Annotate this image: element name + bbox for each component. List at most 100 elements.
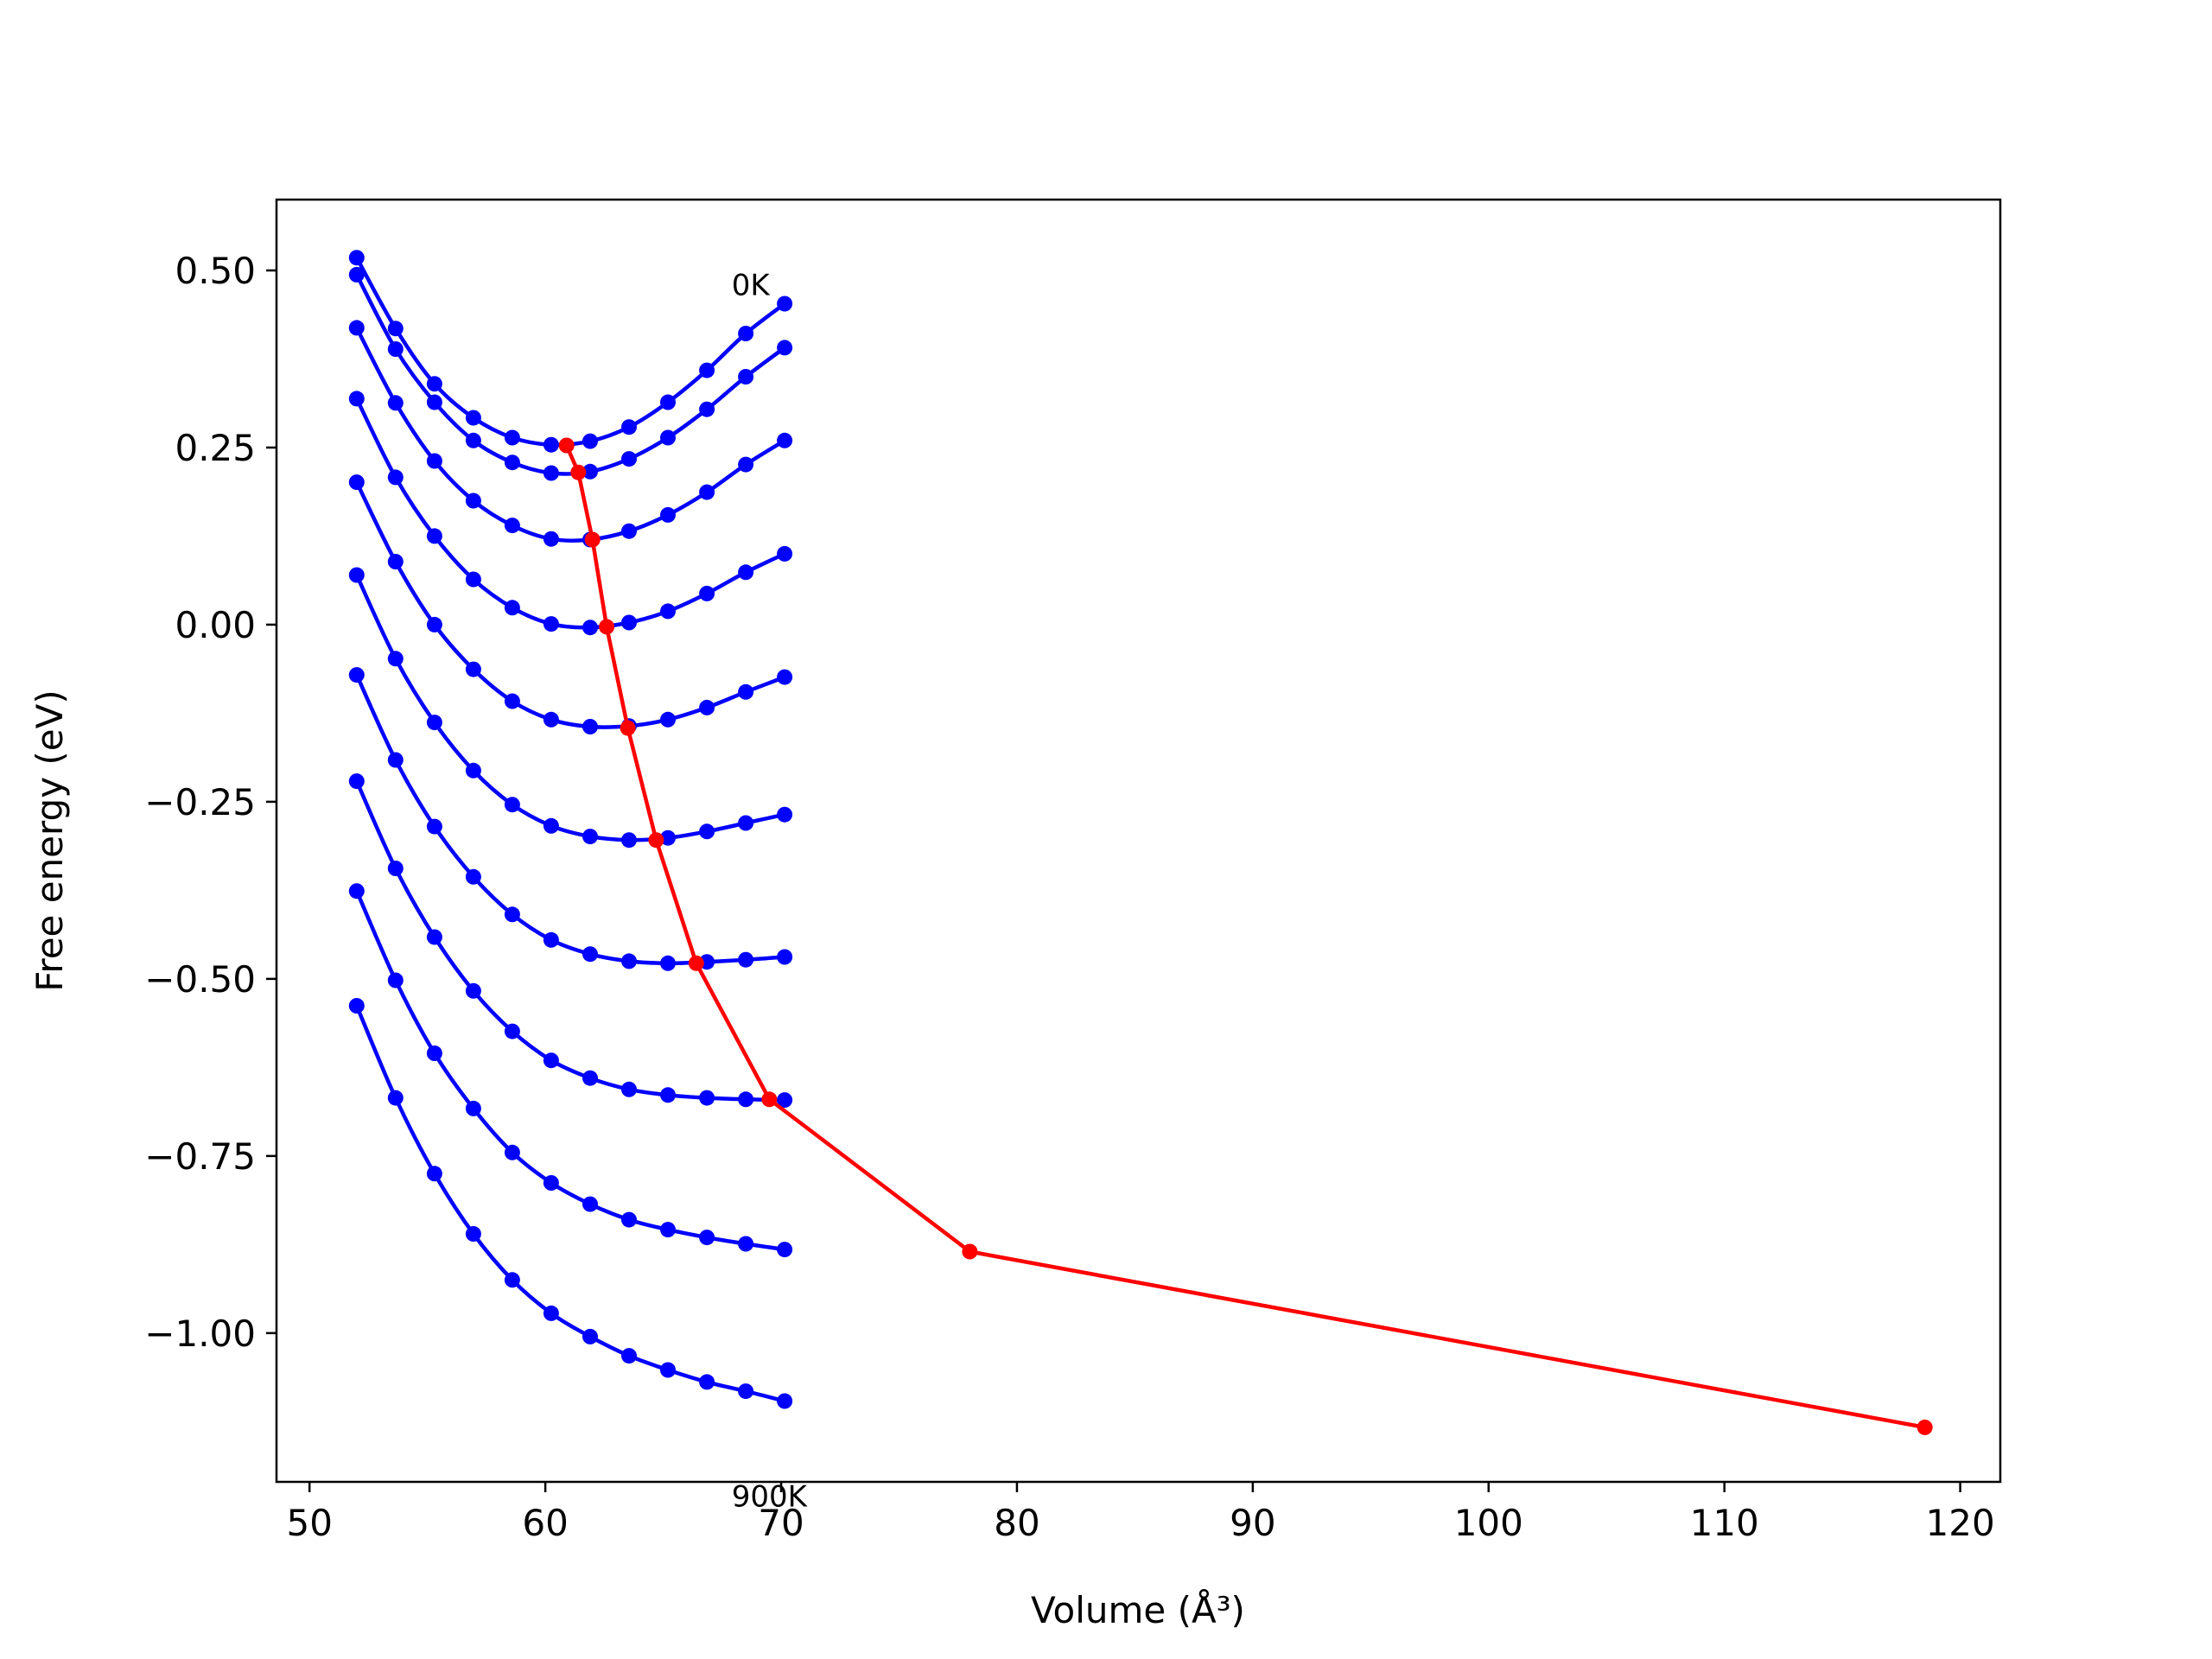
series-2-point-11 <box>777 432 793 448</box>
series-9-point-1 <box>387 1090 404 1106</box>
series-0-point-2 <box>426 376 442 392</box>
y-tick-label: 0.00 <box>175 604 256 646</box>
series-3-point-1 <box>387 469 404 486</box>
series-6-point-4 <box>504 906 520 923</box>
series-9-point-3 <box>465 1226 481 1242</box>
series-4-point-6 <box>582 719 598 734</box>
series-3-point-2 <box>426 528 442 544</box>
annotation-900k: 900K <box>732 1480 809 1515</box>
series-6-point-2 <box>426 818 442 835</box>
series-2-point-7 <box>621 523 637 539</box>
series-3-point-9 <box>699 585 715 601</box>
series-2-point-0 <box>348 320 365 336</box>
series-4-point-5 <box>543 711 559 728</box>
series-2-point-1 <box>387 395 404 411</box>
series-0-point-11 <box>777 296 793 312</box>
minimum-line-layer <box>558 437 1933 1435</box>
x-tick-label: 90 <box>1230 1502 1275 1544</box>
series-2-point-8 <box>660 506 676 523</box>
series-8-point-1 <box>387 972 404 988</box>
series-3-point-5 <box>543 616 559 632</box>
series-1-point-5 <box>543 465 559 481</box>
series-5-point-8 <box>660 830 676 846</box>
series-1-point-2 <box>426 394 442 410</box>
series-2-point-9 <box>699 484 715 500</box>
series-0-point-4 <box>504 429 520 446</box>
x-tick-label: 110 <box>1690 1502 1759 1544</box>
minimum-point-6 <box>688 955 704 971</box>
series-3-point-0 <box>348 391 365 407</box>
y-tick-label: −0.50 <box>144 958 256 1001</box>
minimum-point-0 <box>558 437 575 454</box>
series-6-point-11 <box>777 949 793 965</box>
series-8-point-7 <box>621 1211 637 1228</box>
series-4-point-11 <box>777 669 793 685</box>
series-1-point-9 <box>699 401 715 417</box>
series-5-point-2 <box>426 715 442 731</box>
y-tick-label: 0.25 <box>175 427 256 469</box>
series-2-point-3 <box>465 493 481 509</box>
series-9-point-4 <box>504 1272 520 1288</box>
series-2-point-4 <box>504 518 520 534</box>
series-5-point-9 <box>699 823 715 840</box>
series-6-point-5 <box>543 931 559 948</box>
series-7-point-9 <box>699 1090 715 1106</box>
series-6-point-1 <box>387 752 404 768</box>
x-axis-ticks: 50 60 70 80 90 100 110 120 <box>286 1482 1995 1544</box>
minimum-point-7 <box>761 1091 778 1108</box>
minimum-point-4 <box>620 720 636 736</box>
series-8-point-2 <box>426 1046 442 1061</box>
series-5-point-7 <box>621 832 637 849</box>
series-1-point-10 <box>738 369 754 385</box>
series-8-point-11 <box>777 1242 793 1258</box>
minimum-point-5 <box>648 832 664 849</box>
series-5-point-0 <box>348 567 365 583</box>
series-6-point-3 <box>465 868 481 885</box>
series-9-point-5 <box>543 1305 559 1321</box>
series-8-point-8 <box>660 1222 676 1238</box>
series-0-point-9 <box>699 362 715 378</box>
series-3-point-11 <box>777 545 793 562</box>
curves-layer <box>348 250 793 1409</box>
minimum-energy-line <box>564 444 1926 1430</box>
series-6-point-8 <box>660 955 676 971</box>
plot-area <box>276 200 2000 1482</box>
series-1-point-0 <box>348 266 365 283</box>
series-9-point-0 <box>348 998 365 1014</box>
series-1-point-8 <box>660 429 676 446</box>
series-7-point-3 <box>465 982 481 999</box>
series-7-point-7 <box>621 1081 637 1097</box>
series-3-point-8 <box>660 603 676 620</box>
series-9-point-6 <box>582 1328 598 1344</box>
series-4-point-9 <box>699 699 715 715</box>
series-1-point-4 <box>504 454 520 471</box>
series-7-point-10 <box>738 1091 754 1108</box>
series-1-point-6 <box>582 463 598 480</box>
series-1-point-7 <box>621 451 637 467</box>
series-2-point-2 <box>426 453 442 469</box>
series-3-point-4 <box>504 600 520 616</box>
series-6-point-7 <box>621 953 637 969</box>
minimum-point-8 <box>962 1243 978 1260</box>
series-8-point-5 <box>543 1175 559 1191</box>
x-tick-label: 60 <box>522 1502 568 1544</box>
series-9-point-2 <box>426 1166 442 1182</box>
series-5-point-11 <box>777 806 793 823</box>
series-2-point-5 <box>543 531 559 547</box>
series-1-point-1 <box>387 341 404 357</box>
minimum-point-2 <box>584 531 601 548</box>
series-8-point-9 <box>699 1230 715 1246</box>
series-7-point-4 <box>504 1023 520 1039</box>
series-8-point-6 <box>582 1196 598 1212</box>
series-0-point-10 <box>738 326 754 341</box>
series-9-point-9 <box>699 1374 715 1390</box>
series-8-point-3 <box>465 1100 481 1116</box>
series-8-point-0 <box>348 883 365 899</box>
annotation-0k: 0K <box>732 269 772 303</box>
series-6-point-10 <box>738 951 754 968</box>
series-7-point-11 <box>777 1092 793 1109</box>
series-4-point-4 <box>504 693 520 709</box>
series-4-point-3 <box>465 661 481 677</box>
x-tick-label: 80 <box>994 1502 1039 1544</box>
series-5-point-4 <box>504 797 520 813</box>
